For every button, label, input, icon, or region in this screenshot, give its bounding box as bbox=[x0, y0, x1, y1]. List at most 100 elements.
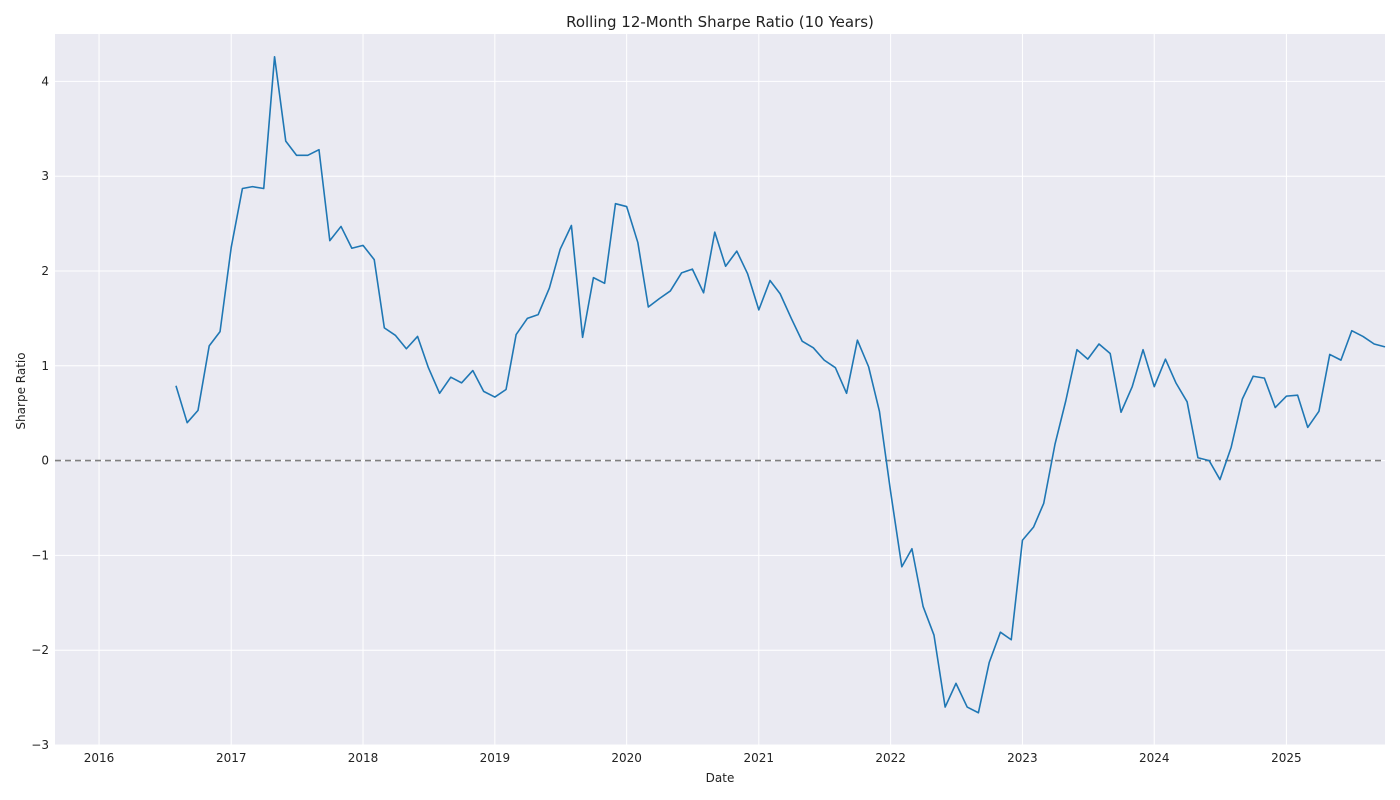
data-point bbox=[537, 313, 540, 316]
data-point bbox=[1032, 525, 1035, 528]
x-axis-label: Date bbox=[706, 771, 735, 785]
data-point bbox=[944, 706, 947, 709]
data-point bbox=[1285, 395, 1288, 398]
y-tick-label: 1 bbox=[41, 359, 49, 373]
data-point bbox=[977, 711, 980, 714]
data-point bbox=[966, 706, 969, 709]
data-point bbox=[394, 334, 397, 337]
x-tick-label: 2019 bbox=[480, 751, 511, 765]
x-tick-label: 2021 bbox=[744, 751, 775, 765]
data-point bbox=[823, 359, 826, 362]
y-axis-label: Sharpe Ratio bbox=[14, 352, 28, 429]
data-point bbox=[570, 224, 573, 227]
data-point bbox=[812, 346, 815, 349]
data-point bbox=[416, 335, 419, 338]
data-point bbox=[273, 55, 276, 58]
x-tick-label: 2024 bbox=[1139, 751, 1170, 765]
data-point bbox=[1109, 352, 1112, 355]
data-point bbox=[1142, 348, 1145, 351]
y-tick-label: 4 bbox=[41, 74, 49, 88]
data-point bbox=[460, 381, 463, 384]
data-point bbox=[1339, 359, 1342, 362]
data-point bbox=[702, 291, 705, 294]
data-point bbox=[306, 154, 309, 157]
x-tick-label: 2025 bbox=[1271, 751, 1302, 765]
data-point bbox=[515, 333, 518, 336]
data-point bbox=[834, 366, 837, 369]
data-point bbox=[1086, 358, 1089, 361]
data-point bbox=[757, 308, 760, 311]
data-point bbox=[251, 185, 254, 188]
y-tick-labels: −3 −2 −1 0 1 2 3 4 bbox=[31, 74, 49, 752]
data-point bbox=[350, 247, 353, 250]
data-point bbox=[1010, 638, 1013, 641]
data-point bbox=[1263, 377, 1266, 380]
data-point bbox=[954, 682, 957, 685]
data-point bbox=[383, 326, 386, 329]
data-point bbox=[295, 154, 298, 157]
data-point bbox=[889, 490, 892, 493]
data-point bbox=[713, 231, 716, 234]
data-point bbox=[262, 187, 265, 190]
data-point bbox=[1075, 348, 1078, 351]
y-tick-label: 3 bbox=[41, 169, 49, 183]
data-point bbox=[614, 202, 617, 205]
data-point bbox=[449, 376, 452, 379]
data-point bbox=[1361, 335, 1364, 338]
data-point bbox=[340, 225, 343, 228]
x-tick-label: 2022 bbox=[875, 751, 906, 765]
data-point bbox=[427, 366, 430, 369]
data-point bbox=[1328, 353, 1331, 356]
y-tick-label: −2 bbox=[31, 643, 49, 657]
data-point bbox=[910, 547, 913, 550]
data-point bbox=[636, 241, 639, 244]
data-point bbox=[362, 244, 365, 247]
data-point bbox=[208, 344, 211, 347]
data-point bbox=[241, 187, 244, 190]
data-point bbox=[559, 248, 562, 251]
data-point bbox=[900, 565, 903, 568]
data-point bbox=[691, 268, 694, 271]
y-tick-label: −3 bbox=[31, 738, 49, 752]
data-point bbox=[1174, 381, 1177, 384]
data-point bbox=[1021, 539, 1024, 542]
data-point bbox=[1053, 443, 1056, 446]
data-point bbox=[526, 317, 529, 320]
y-tick-label: 2 bbox=[41, 264, 49, 278]
data-point bbox=[471, 369, 474, 372]
data-point bbox=[1218, 478, 1221, 481]
data-point bbox=[1164, 358, 1167, 361]
data-point bbox=[1317, 410, 1320, 413]
x-tick-label: 2017 bbox=[216, 751, 247, 765]
data-point bbox=[284, 140, 287, 143]
data-point bbox=[1186, 400, 1189, 403]
data-point bbox=[1230, 446, 1233, 449]
data-point bbox=[1274, 406, 1277, 409]
data-point bbox=[856, 339, 859, 342]
x-tick-label: 2018 bbox=[348, 751, 379, 765]
data-point bbox=[769, 279, 772, 282]
x-tick-label: 2016 bbox=[84, 751, 115, 765]
data-point bbox=[1306, 426, 1309, 429]
data-point bbox=[988, 661, 991, 664]
data-point bbox=[790, 317, 793, 320]
data-point bbox=[1153, 385, 1156, 388]
data-point bbox=[592, 276, 595, 279]
sharpe-ratio-series-line bbox=[175, 55, 1386, 714]
data-point bbox=[1384, 345, 1387, 348]
data-point bbox=[317, 148, 320, 151]
data-point bbox=[1196, 456, 1199, 459]
x-tick-label: 2020 bbox=[611, 751, 642, 765]
data-point bbox=[1350, 329, 1353, 332]
data-point bbox=[625, 205, 628, 208]
data-point bbox=[845, 392, 848, 395]
x-tick-labels: 2016 2017 2018 2019 2020 2021 2022 2023 2024 2025 bbox=[84, 751, 1302, 765]
data-point bbox=[680, 271, 683, 274]
data-point bbox=[505, 388, 508, 391]
data-point bbox=[603, 282, 606, 285]
data-point bbox=[1097, 342, 1100, 345]
data-point bbox=[219, 330, 222, 333]
data-point bbox=[328, 239, 331, 242]
data-point bbox=[1131, 385, 1134, 388]
